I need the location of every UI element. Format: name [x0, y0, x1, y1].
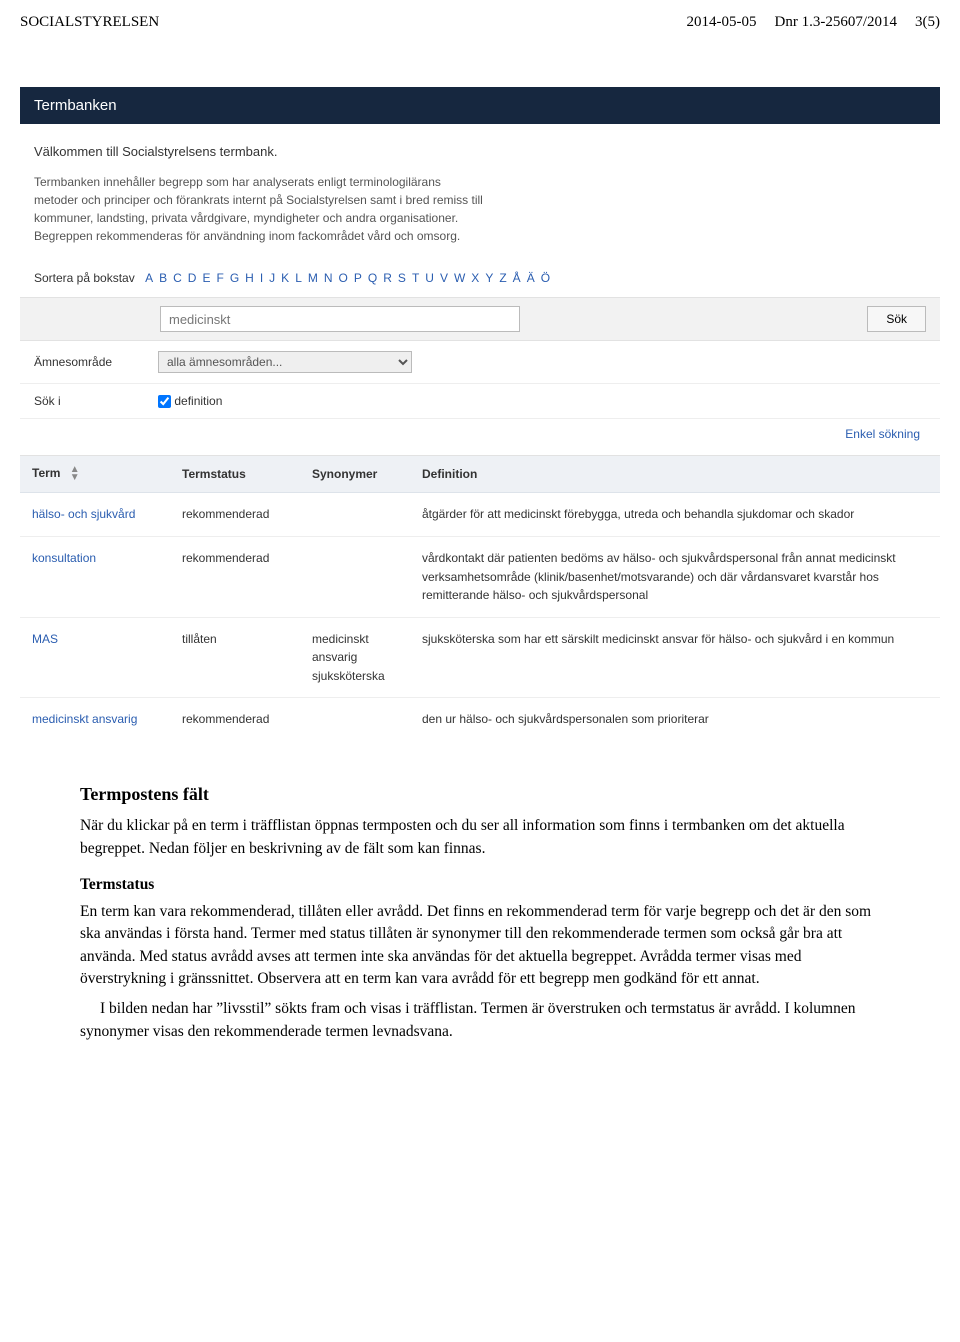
- table-row: MAS tillåtenmedicinskt ansvarig sjuksköte…: [20, 617, 940, 698]
- header-page: 3(5): [915, 14, 940, 31]
- cell-definition: vårdkontakt där patienten bedöms av häls…: [410, 536, 940, 617]
- cell-status: tillåten: [170, 617, 300, 698]
- cell-definition: åtgärder för att medicinskt förebygga, u…: [410, 493, 940, 537]
- cell-status: rekommenderad: [170, 493, 300, 537]
- header-org: SOCIALSTYRELSEN: [20, 14, 159, 31]
- banner-title: Termbanken: [20, 87, 940, 124]
- col-definition: Definition: [410, 456, 940, 493]
- filter-area-select[interactable]: alla ämnesområden...: [158, 351, 412, 373]
- header-dnr: Dnr 1.3-25607/2014: [775, 14, 898, 31]
- cell-status: rekommenderad: [170, 698, 300, 741]
- col-term-label: Term: [32, 467, 60, 481]
- table-row: hälso- och sjukvård rekommenderad åtgärder…: [20, 493, 940, 537]
- letter-link[interactable]: M: [308, 271, 318, 285]
- col-status: Termstatus: [170, 456, 300, 493]
- letter-link[interactable]: W: [454, 271, 465, 285]
- search-input[interactable]: [160, 306, 520, 332]
- letter-link[interactable]: F: [216, 271, 223, 285]
- letter-link[interactable]: A: [145, 271, 153, 285]
- intro-text: Termbanken innehåller begrepp som har an…: [20, 167, 500, 263]
- welcome-text: Välkommen till Socialstyrelsens termbank…: [20, 124, 940, 167]
- simple-search-link[interactable]: Enkel sökning: [845, 427, 920, 441]
- cell-synonyms: [300, 698, 410, 741]
- letter-link[interactable]: G: [230, 271, 239, 285]
- body-p2: En term kan vara rekommenderad, tillåten…: [80, 901, 880, 991]
- cell-definition: sjuksköterska som har ett särskilt medic…: [410, 617, 940, 698]
- term-link[interactable]: konsultation: [32, 551, 96, 565]
- letter-link[interactable]: O: [339, 271, 348, 285]
- cell-synonyms: [300, 493, 410, 537]
- letter-link[interactable]: H: [245, 271, 254, 285]
- letter-link[interactable]: S: [398, 271, 406, 285]
- header-date: 2014-05-05: [687, 14, 757, 31]
- col-synonyms: Synonymer: [300, 456, 410, 493]
- letter-link[interactable]: J: [269, 271, 275, 285]
- letter-link[interactable]: T: [412, 271, 419, 285]
- alphabet-letters: ABCDEFGHIJKLMNOPQRSTUVWXYZÅÄÖ: [142, 271, 553, 285]
- cell-synonyms: medicinskt ansvarig sjuksköterska: [300, 617, 410, 698]
- letter-link[interactable]: P: [354, 271, 362, 285]
- letter-link[interactable]: V: [440, 271, 448, 285]
- col-term[interactable]: Term ▲▼: [20, 456, 170, 493]
- term-link[interactable]: hälso- och sjukvård: [32, 507, 135, 521]
- subsection-heading: Termstatus: [80, 874, 880, 896]
- letter-link[interactable]: I: [260, 271, 263, 285]
- termbank-screenshot: Termbanken Välkommen till Socialstyrelse…: [20, 87, 940, 741]
- body-p3: I bilden nedan har ”livsstil” sökts fram…: [80, 998, 880, 1043]
- letter-link[interactable]: K: [281, 271, 289, 285]
- body-p1: När du klickar på en term i träfflistan …: [80, 815, 880, 860]
- term-link[interactable]: MAS: [32, 632, 58, 646]
- filter-area-label: Ämnesområde: [34, 355, 144, 369]
- filter-searchin-row: Sök i definition: [20, 384, 940, 419]
- table-row: konsultation rekommenderad vårdkontakt där…: [20, 536, 940, 617]
- letter-link[interactable]: Q: [368, 271, 377, 285]
- letter-link[interactable]: L: [295, 271, 302, 285]
- letter-link[interactable]: X: [471, 271, 479, 285]
- page-header: SOCIALSTYRELSEN 2014-05-05 Dnr 1.3-25607…: [0, 0, 960, 37]
- table-row: medicinskt ansvarig rekommenderad den ur h…: [20, 698, 940, 741]
- cell-status: rekommenderad: [170, 536, 300, 617]
- sort-row: Sortera på bokstav ABCDEFGHIJKLMNOPQRSTU…: [20, 263, 940, 298]
- letter-link[interactable]: Z: [499, 271, 506, 285]
- letter-link[interactable]: Ö: [541, 271, 550, 285]
- letter-link[interactable]: Ä: [527, 271, 535, 285]
- table-header-row: Term ▲▼ Termstatus Synonymer Definition: [20, 456, 940, 493]
- section-heading: Termpostens fält: [80, 781, 880, 807]
- letter-link[interactable]: C: [173, 271, 182, 285]
- letter-link[interactable]: R: [383, 271, 392, 285]
- search-button[interactable]: Sök: [867, 306, 926, 332]
- letter-link[interactable]: N: [324, 271, 333, 285]
- sort-icon: ▲▼: [70, 466, 80, 482]
- letter-link[interactable]: U: [425, 271, 434, 285]
- simple-search-row: Enkel sökning: [20, 419, 940, 456]
- letter-link[interactable]: E: [202, 271, 210, 285]
- filter-searchin-label: Sök i: [34, 394, 144, 408]
- cell-definition: den ur hälso- och sjukvårdspersonalen so…: [410, 698, 940, 741]
- header-right: 2014-05-05 Dnr 1.3-25607/2014 3(5): [687, 14, 941, 31]
- term-link[interactable]: medicinskt ansvarig: [32, 712, 137, 726]
- filter-searchin-checkbox-wrap: definition: [158, 394, 222, 408]
- cell-synonyms: [300, 536, 410, 617]
- letter-link[interactable]: Y: [485, 271, 493, 285]
- letter-link[interactable]: B: [159, 271, 167, 285]
- sort-label: Sortera på bokstav: [34, 271, 135, 285]
- body-text: Termpostens fält När du klickar på en te…: [0, 771, 960, 1081]
- letter-link[interactable]: D: [188, 271, 197, 285]
- results-table: Term ▲▼ Termstatus Synonymer Definition …: [20, 456, 940, 741]
- search-bar: Sök: [20, 298, 940, 341]
- filter-area-row: Ämnesområde alla ämnesområden...: [20, 341, 940, 384]
- definition-checkbox-label: definition: [174, 394, 222, 408]
- definition-checkbox[interactable]: [158, 395, 171, 408]
- letter-link[interactable]: Å: [513, 271, 521, 285]
